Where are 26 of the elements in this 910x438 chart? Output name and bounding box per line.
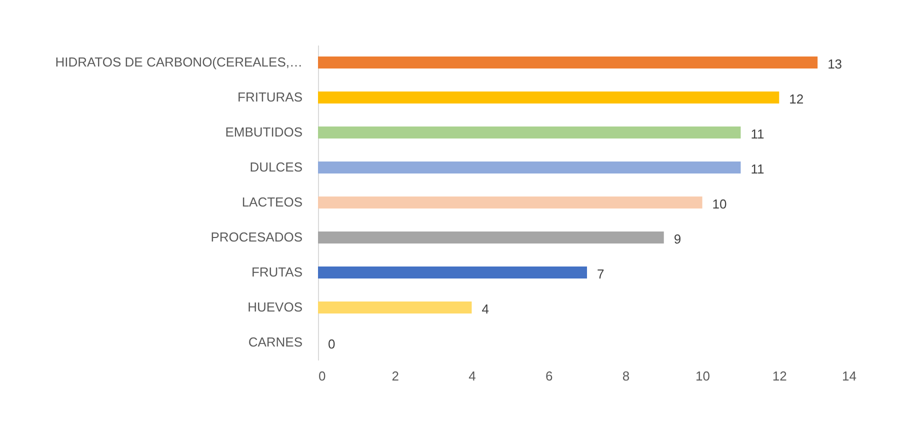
y-tick-label: CARNES (248, 334, 303, 350)
data-label: 9 (674, 232, 682, 246)
x-tick-label: 14 (842, 368, 856, 384)
x-tick-label: 0 (318, 368, 326, 384)
y-tick-label: FRITURAS (238, 90, 303, 104)
data-label: 4 (482, 302, 489, 316)
y-tick-label: FRUTAS (251, 264, 303, 280)
y-tick-label: PROCESADOS (210, 230, 303, 244)
x-tick-label: 12 (772, 368, 787, 384)
x-tick-label: 2 (392, 368, 399, 384)
y-tick-label: HIDRATOS DE CARBONO(CEREALES,… (55, 54, 302, 70)
data-label: 10 (712, 196, 727, 212)
data-label: 13 (828, 56, 842, 72)
data-label: 0 (328, 336, 336, 352)
x-tick-label: 4 (468, 368, 476, 384)
x-tick-label: 10 (696, 368, 710, 384)
y-tick-label: HUEVOS (248, 300, 303, 314)
data-label: 11 (750, 126, 764, 142)
x-tick-label: 8 (622, 368, 630, 384)
y-tick-label: EMBUTIDOS (225, 124, 303, 140)
y-tick-label: LACTEOS (242, 194, 303, 210)
data-label: 12 (789, 92, 804, 106)
y-tick-label: DULCES (250, 160, 303, 174)
data-label: 7 (597, 266, 604, 282)
data-label: 11 (750, 162, 764, 176)
x-tick-label: 6 (545, 368, 553, 384)
